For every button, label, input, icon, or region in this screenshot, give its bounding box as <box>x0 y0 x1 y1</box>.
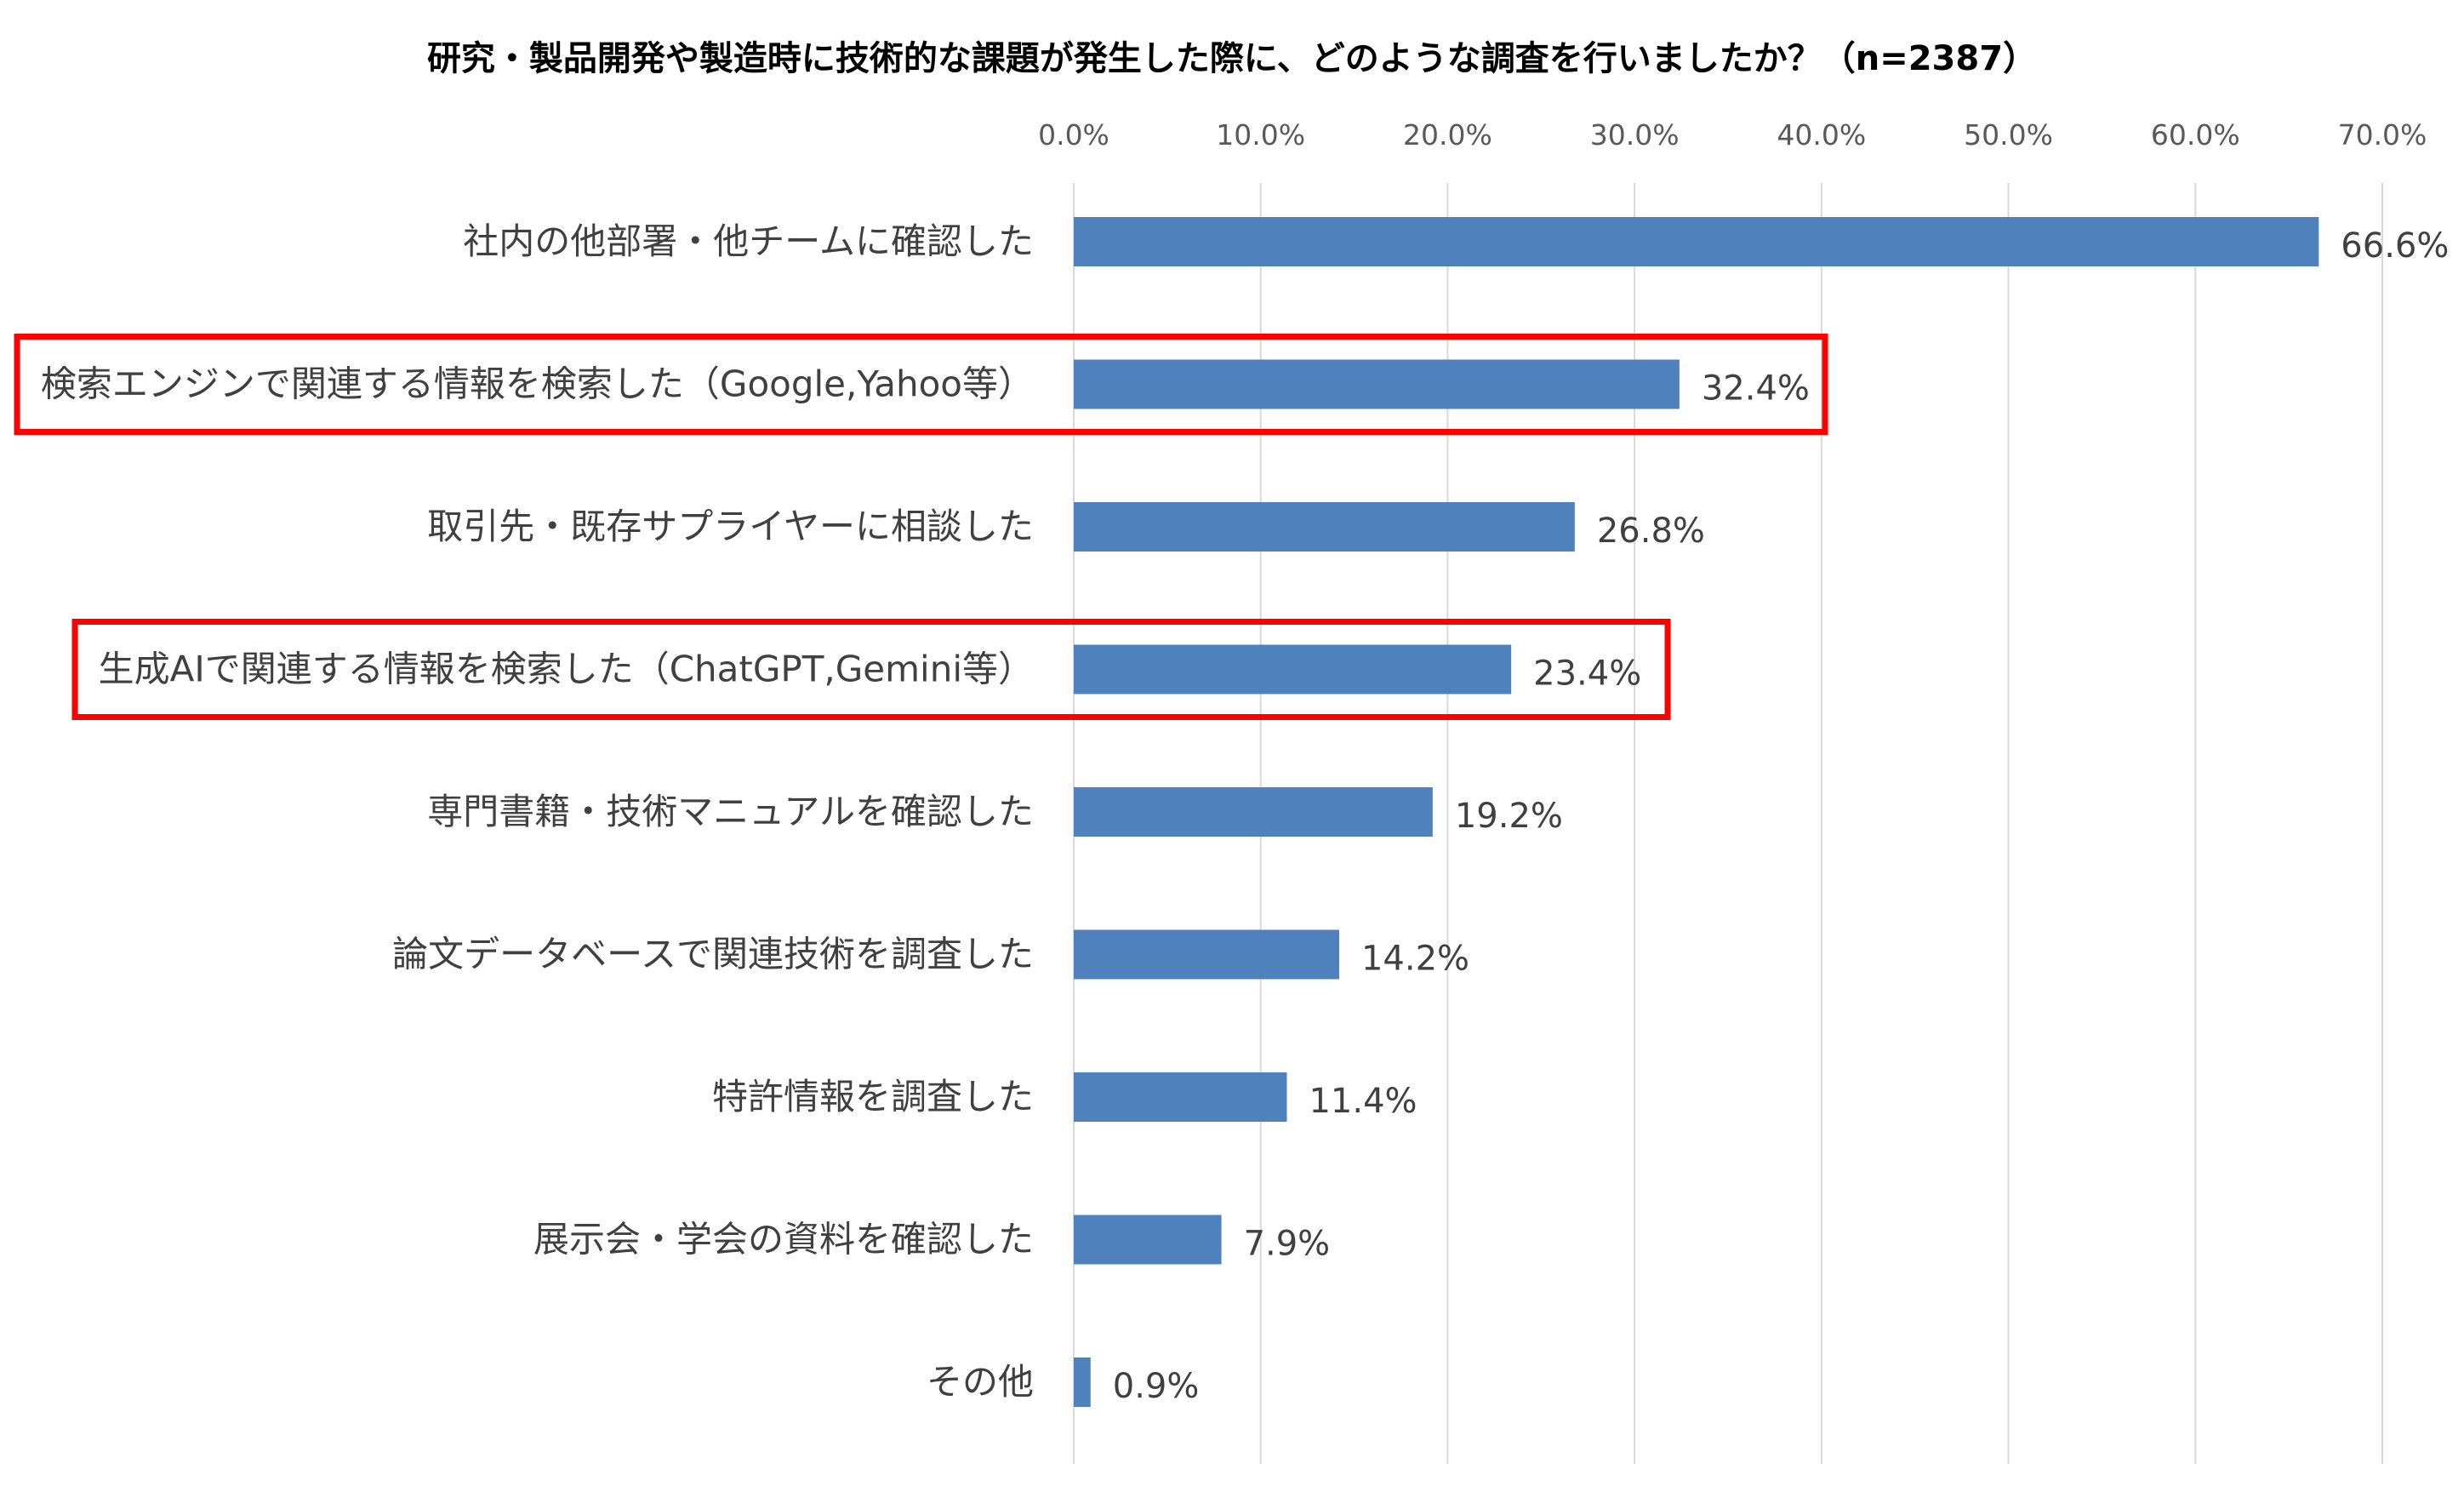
data-labels: 66.6% 32.4% 26.8% 23.4% 19.2% 14.2% 11.4% 7.9% 0… <box>1113 226 2450 1406</box>
x-tick-label: 10.0% <box>1216 118 1305 151</box>
bar <box>1074 1215 1222 1265</box>
bars <box>1074 217 2319 1407</box>
x-axis-tick-labels: 0.0% 10.0% 20.0% 30.0% 40.0% 50.0% 60.0% 70.0% <box>1038 118 2427 151</box>
bar <box>1074 644 1512 694</box>
category-label: 取引先・既存サプライヤーに相談した <box>427 506 1034 547</box>
data-label: 14.2% <box>1361 940 1469 979</box>
bar <box>1074 217 2319 266</box>
category-label: 展示会・学会の資料を確認した <box>533 1219 1034 1260</box>
x-tick-label: 40.0% <box>1777 118 1866 151</box>
data-label: 7.9% <box>1244 1225 1331 1264</box>
x-tick-label: 0.0% <box>1038 118 1109 151</box>
bar <box>1074 1072 1287 1122</box>
bar <box>1074 359 1680 409</box>
bar <box>1074 502 1575 552</box>
category-label: 論文データベースで関連技術を調査した <box>392 934 1034 975</box>
category-label: 生成AIで関連する情報を検索した（ChatGPT,Gemini等） <box>99 649 1034 690</box>
category-labels: 社内の他部署・他チームに確認した検索エンジンで関連する情報を検索した（Googl… <box>41 220 1034 1403</box>
x-tick-label: 60.0% <box>2151 118 2240 151</box>
bar <box>1074 1358 1091 1407</box>
category-label: 検索エンジンで関連する情報を検索した（Google,Yahoo等） <box>41 363 1034 405</box>
category-label: その他 <box>927 1361 1034 1403</box>
data-label: 23.4% <box>1533 654 1641 694</box>
category-label: 社内の他部署・他チームに確認した <box>463 220 1034 262</box>
data-label: 0.9% <box>1113 1367 1200 1406</box>
x-tick-label: 20.0% <box>1403 118 1492 151</box>
chart-title: 研究・製品開発や製造時に技術的な課題が発生した際に、どのような調査を行いましたか… <box>427 39 2037 78</box>
x-tick-label: 70.0% <box>2338 118 2427 151</box>
data-label: 26.8% <box>1597 512 1705 551</box>
data-label: 32.4% <box>1702 369 1810 409</box>
bar <box>1074 929 1339 980</box>
bar <box>1074 787 1433 837</box>
category-label: 専門書籍・技術マニュアルを確認した <box>427 791 1034 832</box>
highlight-boxes <box>14 334 1828 720</box>
highlight-box <box>14 334 1828 435</box>
x-tick-label: 30.0% <box>1590 118 1680 151</box>
data-label: 66.6% <box>2341 226 2449 266</box>
highlight-box <box>71 619 1671 720</box>
category-label: 特許情報を調査した <box>712 1076 1034 1117</box>
data-label: 19.2% <box>1455 797 1563 836</box>
data-label: 11.4% <box>1309 1082 1417 1121</box>
x-tick-label: 50.0% <box>1964 118 2053 151</box>
